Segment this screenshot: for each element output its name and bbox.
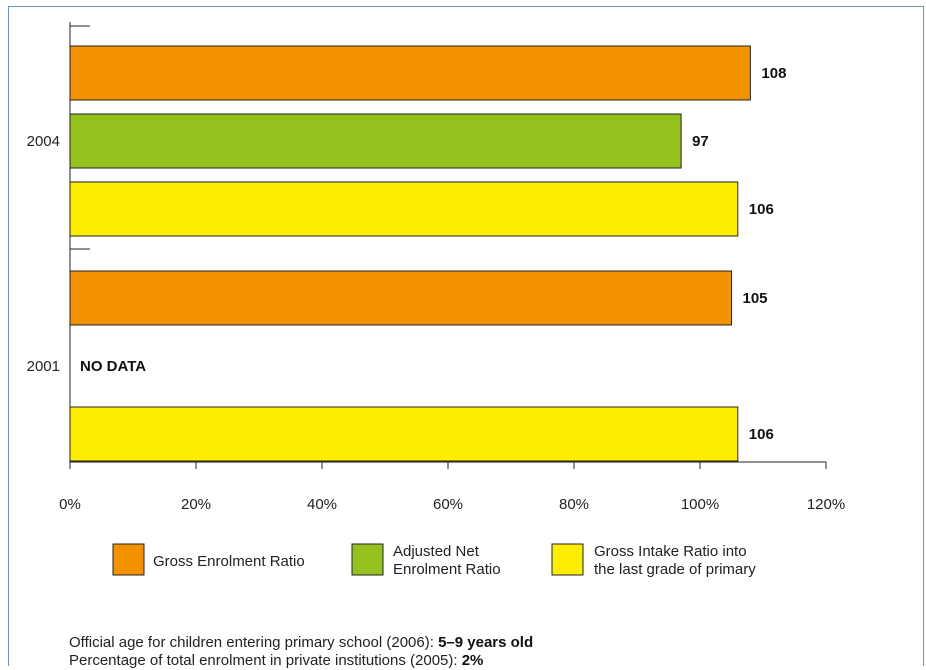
- note-official-age-text: Official age for children entering prima…: [69, 634, 439, 651]
- note-private-enrolment: Percentage of total enrolment in private…: [69, 652, 533, 670]
- note-official-age: Official age for children entering prima…: [69, 634, 533, 652]
- x-tick-label: 80%: [559, 496, 589, 513]
- bar-2004-gross-enrolment: [69, 45, 751, 101]
- legend-swatch-2: [551, 543, 584, 576]
- category-label-2001: 2001: [27, 358, 60, 375]
- x-tick-label: 60%: [433, 496, 463, 513]
- legend-label: Enrolment Ratio: [393, 561, 501, 578]
- data-label: 106: [749, 201, 774, 218]
- legend-label: Gross Intake Ratio into: [594, 543, 747, 560]
- legend-label: Gross Enrolment Ratio: [153, 553, 305, 570]
- x-tick-label: 20%: [181, 496, 211, 513]
- data-label: 108: [761, 65, 786, 82]
- bar-2001-gross-intake: [69, 406, 739, 462]
- no-data-label: NO DATA: [80, 358, 146, 375]
- legend-label: Adjusted Net: [393, 543, 480, 560]
- chart-frame: [8, 6, 924, 666]
- data-label: 97: [692, 133, 709, 150]
- chart-notes: Official age for children entering prima…: [69, 634, 533, 670]
- legend-swatch-0: [112, 543, 145, 576]
- data-label: 105: [743, 290, 768, 307]
- legend-label: the last grade of primary: [594, 561, 756, 578]
- bar-2004-gross-intake: [69, 181, 739, 237]
- data-label: 106: [749, 426, 774, 443]
- bar-2004-adjusted-net-enrolment: [69, 113, 682, 169]
- x-tick-label: 100%: [681, 496, 719, 513]
- note-official-age-value: 5–9 years old: [438, 634, 534, 651]
- x-tick-label: 120%: [807, 496, 845, 513]
- x-tick-label: 0%: [59, 496, 81, 513]
- legend-swatch-1: [351, 543, 384, 576]
- x-tick-label: 40%: [307, 496, 337, 513]
- bar-2001-gross-enrolment: [69, 270, 732, 326]
- category-label-2004: 2004: [27, 133, 60, 150]
- note-private-enrolment-text: Percentage of total enrolment in private…: [69, 652, 462, 669]
- note-private-enrolment-value: 2%: [461, 652, 484, 669]
